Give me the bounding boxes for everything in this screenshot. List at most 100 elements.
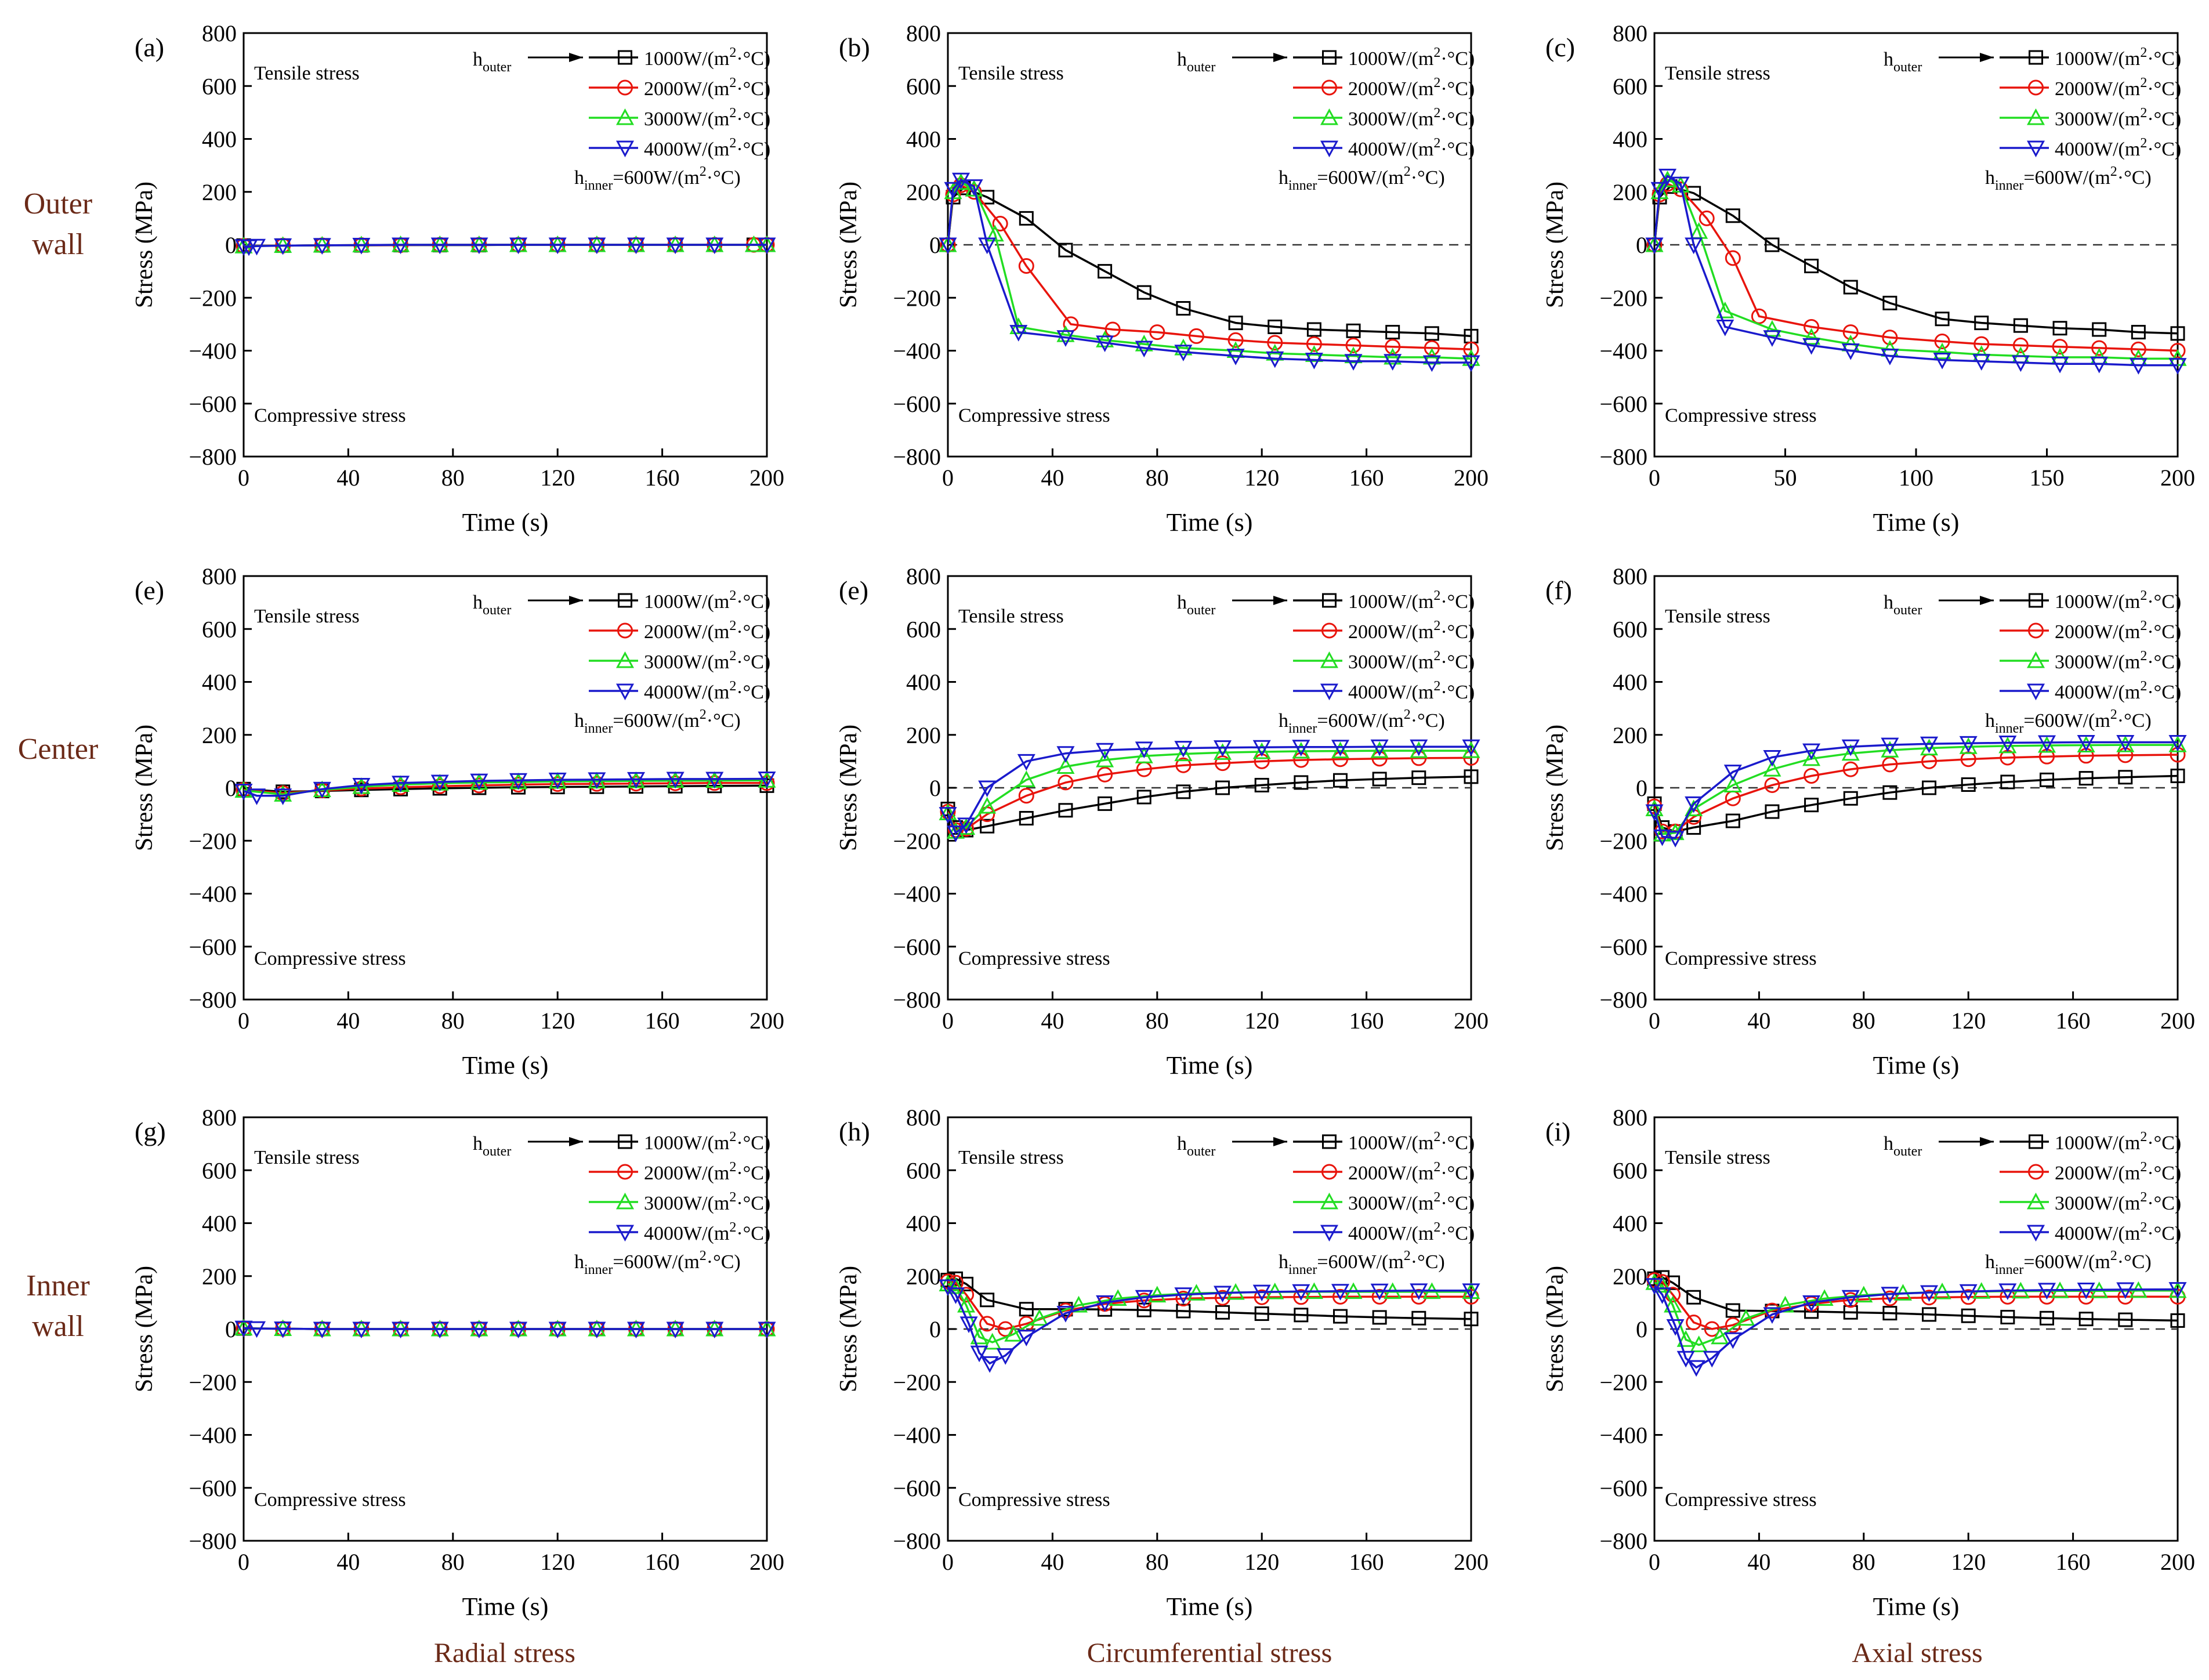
data-point-3 [1462, 355, 1480, 372]
data-point-1 [1188, 328, 1204, 344]
y-tick-label: −200 [189, 285, 237, 311]
data-point-2 [1174, 338, 1193, 356]
x-tick-label: 200 [1454, 1008, 1489, 1034]
data-point-3 [2116, 735, 2135, 752]
data-point-3 [1056, 330, 1075, 347]
x-tick-label: 0 [942, 1549, 954, 1575]
legend-marker-3 [1320, 683, 1339, 701]
data-point-3 [1174, 345, 1193, 361]
data-point-2 [983, 1333, 1002, 1350]
data-point-3 [1716, 319, 1734, 336]
h-inner-label: hinner=600W/(m2·°C) [574, 164, 741, 193]
x-tick-label: 120 [1951, 1008, 1986, 1034]
legend-label-tail: ·°C) [2147, 108, 2181, 130]
data-point-1 [1097, 766, 1113, 783]
h-inner-subscript: inner [1288, 178, 1317, 193]
data-point-3 [1344, 354, 1363, 371]
data-point-0 [980, 819, 995, 834]
data-point-0 [2118, 770, 2133, 785]
x-tick-label: 0 [238, 1008, 249, 1034]
tensile-annotation: Tensile stress [958, 606, 1064, 627]
data-point-0 [1804, 798, 1819, 813]
data-point-0 [1843, 280, 1858, 295]
legend-marker-2 [1320, 651, 1339, 668]
y-tick-label: 0 [1636, 1316, 1647, 1342]
x-tick-label: 200 [749, 465, 784, 491]
legend-arrow-head [569, 596, 583, 605]
legend-marker-1 [2028, 622, 2044, 639]
y-tick-label: 400 [906, 126, 941, 153]
legend-label-sup: 2 [729, 1160, 736, 1175]
data-point-0 [2170, 326, 2185, 341]
y-tick-label: 400 [1613, 1211, 1647, 1237]
data-point-0 [1424, 326, 1439, 341]
chart-panel-7: −800 −600 −400 −200 0 200 400 600 800 0 40 80 120 160… [835, 1105, 1489, 1621]
y-tick-label: 200 [1613, 722, 1647, 748]
data-point-3 [1723, 1332, 1742, 1349]
x-tick-label: 50 [1774, 465, 1797, 491]
x-tick-label: 120 [1244, 465, 1279, 491]
panel-letter: (b) [839, 32, 870, 62]
data-point-1 [1267, 335, 1283, 351]
legend-label-2: 3000W/(m2·°C) [644, 106, 770, 130]
data-point-3 [1410, 1283, 1428, 1300]
data-point-3 [705, 1321, 724, 1339]
legend-label-tail: ·°C) [2147, 651, 2181, 673]
series-line-1 [948, 184, 1471, 350]
x-tick-label: 160 [1349, 465, 1384, 491]
series-line-1 [948, 1280, 1471, 1330]
x-tick-label: 40 [1747, 1549, 1770, 1575]
data-point-3 [2011, 355, 2030, 372]
data-point-2 [986, 225, 1004, 242]
data-point-3 [996, 1348, 1015, 1365]
legend-label-tail: ·°C) [2147, 1193, 2181, 1214]
data-point-3 [1214, 740, 1232, 757]
y-tick-label: 600 [1613, 616, 1647, 642]
data-point-1 [979, 1316, 995, 1332]
h-inner-tail: ·°C) [1411, 167, 1445, 189]
h-outer-subscript: outer [483, 1144, 511, 1159]
y-tick-label: 800 [202, 1105, 237, 1131]
x-tick-label: 80 [1852, 1549, 1875, 1575]
data-point-2 [1676, 1330, 1695, 1347]
data-point-3 [1252, 1284, 1271, 1302]
data-point-2 [1174, 744, 1193, 762]
data-point-3 [1292, 1284, 1310, 1301]
data-point-2 [1998, 736, 2017, 754]
data-point-3 [470, 773, 488, 791]
data-point-0 [1974, 316, 1989, 331]
panel-letter: (e) [839, 575, 868, 605]
legend-label-tail: ·°C) [2147, 139, 2181, 160]
x-tick-label: 0 [238, 1549, 249, 1575]
h-inner-label: hinner=600W/(m2·°C) [1985, 1248, 2152, 1277]
row-label-0-0: Outer [24, 187, 92, 220]
data-point-1 [1018, 788, 1034, 804]
data-point-0 [1215, 780, 1230, 795]
y-tick-label: −800 [893, 444, 941, 470]
y-tick-label: 800 [1613, 1105, 1647, 1131]
data-point-2 [1959, 737, 1978, 754]
data-point-3 [1841, 343, 1860, 360]
legend-label-0: 1000W/(m2·°C) [644, 588, 770, 613]
data-point-0 [1725, 1303, 1740, 1318]
data-point-3 [313, 1321, 331, 1339]
data-point-3 [470, 1321, 488, 1339]
data-point-3 [1331, 1284, 1350, 1301]
legend-label-1: 2000W/(m2·°C) [2055, 75, 2181, 100]
y-axis-label: Stress (MPa) [131, 182, 158, 308]
data-point-0 [1136, 285, 1151, 300]
data-point-1 [432, 778, 448, 794]
data-point-0 [1882, 1306, 1897, 1321]
y-tick-label: 200 [1613, 179, 1647, 205]
data-point-2 [1763, 320, 1781, 337]
data-point-2 [1056, 325, 1075, 342]
data-point-3 [248, 1321, 266, 1338]
data-point-3 [1645, 1278, 1664, 1295]
data-point-3 [2051, 356, 2069, 374]
h-inner-tail: ·°C) [707, 710, 741, 732]
h-inner-subscript: inner [584, 1262, 613, 1277]
h-inner-tail: ·°C) [2117, 710, 2152, 732]
x-tick-label: 80 [1852, 1008, 1875, 1034]
x-tick-label: 200 [2160, 1008, 2195, 1034]
compressive-annotation: Compressive stress [958, 948, 1110, 969]
